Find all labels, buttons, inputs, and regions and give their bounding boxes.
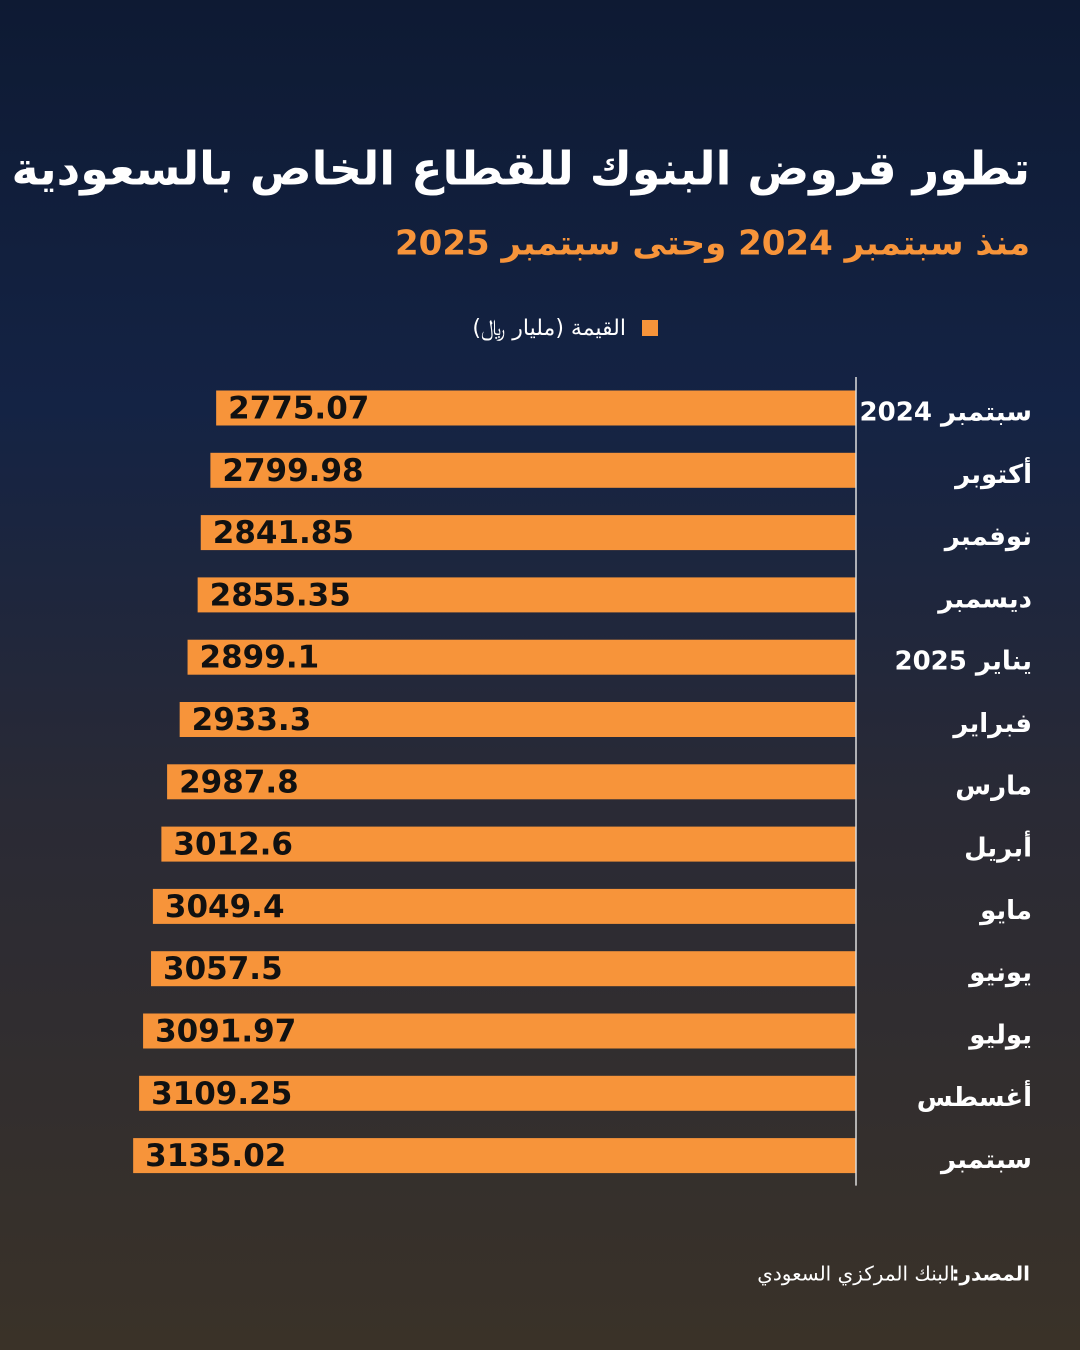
y-tick-label: يوليو [967, 1021, 1032, 1051]
chart-title: تطور قروض البنوك للقطاع الخاص بالسعودية [12, 142, 1031, 196]
bar [197, 577, 856, 613]
y-tick-label: نوفمبر [943, 522, 1032, 552]
source-text: البنك المركزي السعودي [757, 1262, 955, 1287]
chart-subtitle: منذ سبتمبر 2024 وحتى سبتمبر 2025 [395, 224, 1030, 264]
source-label: المصدر: [951, 1262, 1030, 1286]
y-tick-label: سبتمبر 2024 [860, 398, 1032, 428]
bar [152, 888, 856, 924]
legend-label: القيمة (مليار ﷼) [472, 316, 626, 341]
value-label: 2987.8 [179, 764, 299, 800]
bar [139, 1075, 857, 1111]
value-label: 2899.1 [200, 640, 320, 676]
source: المصدر: البنك المركزي السعودي [757, 1262, 1030, 1287]
bar [216, 390, 857, 426]
y-tick-label: يونيو [967, 958, 1032, 988]
bar [210, 452, 857, 488]
y-tick-label: مارس [955, 771, 1032, 801]
value-label: 3109.25 [151, 1076, 292, 1112]
value-label: 3135.02 [145, 1138, 286, 1174]
bar [187, 639, 857, 675]
bar [167, 764, 856, 800]
y-tick-label: أكتوبر [953, 457, 1032, 490]
bar [143, 1013, 856, 1049]
y-tick-label: فبراير [951, 709, 1032, 739]
y-tick-label: مايو [978, 896, 1032, 926]
bar [133, 1138, 857, 1174]
value-label: 2841.85 [213, 515, 354, 551]
y-tick-label: أبريل [964, 831, 1032, 864]
legend-swatch [642, 320, 658, 336]
y-tick-label: يناير 2025 [894, 647, 1032, 677]
value-label: 3012.6 [173, 827, 293, 863]
y-tick-label: ديسمبر [936, 584, 1032, 614]
value-label: 3049.4 [165, 889, 285, 925]
value-label: 3057.5 [163, 951, 283, 987]
y-tick-label: أغسطس [917, 1080, 1032, 1113]
value-label: 2933.3 [192, 702, 312, 738]
value-label: 3091.97 [155, 1014, 296, 1050]
value-label: 2799.98 [222, 453, 363, 489]
bar [161, 826, 857, 862]
bar [200, 515, 856, 551]
y-tick-label: سبتمبر [939, 1145, 1032, 1175]
bar [179, 702, 857, 737]
value-label: 2775.07 [228, 391, 369, 427]
bar [151, 951, 857, 987]
value-label: 2855.35 [210, 577, 351, 613]
